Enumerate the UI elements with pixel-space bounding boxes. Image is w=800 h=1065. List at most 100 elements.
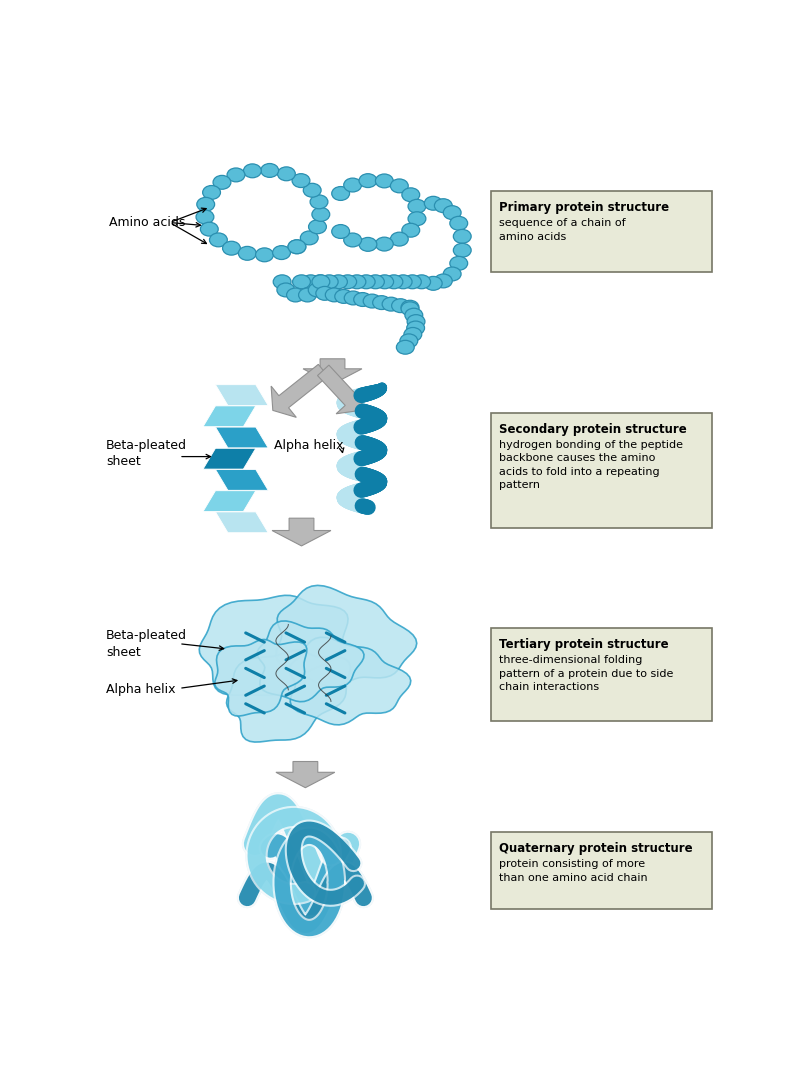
Polygon shape: [203, 406, 256, 427]
Polygon shape: [215, 470, 268, 490]
Ellipse shape: [375, 174, 394, 187]
Ellipse shape: [424, 196, 442, 210]
Ellipse shape: [348, 275, 366, 289]
Ellipse shape: [402, 187, 420, 201]
FancyBboxPatch shape: [491, 833, 712, 910]
Ellipse shape: [326, 288, 343, 301]
Text: Beta-pleated: Beta-pleated: [106, 439, 187, 453]
Ellipse shape: [288, 240, 306, 253]
Ellipse shape: [338, 275, 357, 289]
Text: hydrogen bonding of the peptide
backbone causes the amino
acids to fold into a r: hydrogen bonding of the peptide backbone…: [499, 440, 683, 491]
Ellipse shape: [293, 275, 310, 289]
Polygon shape: [272, 519, 331, 546]
Polygon shape: [258, 621, 364, 702]
Ellipse shape: [238, 246, 256, 260]
Ellipse shape: [332, 186, 350, 200]
Polygon shape: [271, 364, 328, 417]
Text: sheet: sheet: [106, 455, 141, 468]
Ellipse shape: [354, 293, 371, 307]
Ellipse shape: [222, 242, 240, 256]
Ellipse shape: [344, 233, 362, 247]
Ellipse shape: [382, 297, 400, 311]
FancyBboxPatch shape: [491, 192, 712, 273]
Ellipse shape: [227, 168, 245, 182]
Ellipse shape: [375, 237, 394, 251]
Ellipse shape: [316, 286, 334, 300]
Ellipse shape: [450, 216, 468, 230]
Ellipse shape: [363, 294, 381, 308]
Text: Amino acids: Amino acids: [110, 216, 186, 229]
Ellipse shape: [408, 199, 426, 213]
Polygon shape: [203, 448, 256, 469]
Ellipse shape: [454, 229, 471, 243]
Text: Quaternary protein structure: Quaternary protein structure: [499, 842, 693, 855]
Ellipse shape: [443, 206, 461, 219]
Ellipse shape: [243, 164, 262, 178]
Text: Beta-pleated: Beta-pleated: [106, 629, 187, 642]
Text: sequence of a chain of
amino acids: sequence of a chain of amino acids: [499, 218, 626, 242]
Ellipse shape: [277, 283, 294, 297]
Ellipse shape: [400, 334, 418, 348]
Ellipse shape: [274, 275, 291, 289]
Ellipse shape: [320, 275, 338, 289]
Ellipse shape: [396, 341, 414, 355]
Ellipse shape: [308, 283, 326, 297]
Text: Alpha helix: Alpha helix: [274, 439, 344, 453]
Ellipse shape: [273, 246, 290, 260]
Ellipse shape: [390, 232, 408, 246]
Polygon shape: [199, 595, 348, 695]
FancyBboxPatch shape: [491, 628, 712, 721]
Ellipse shape: [309, 219, 326, 233]
Ellipse shape: [255, 248, 274, 262]
Ellipse shape: [332, 225, 350, 239]
Ellipse shape: [406, 321, 425, 334]
Polygon shape: [290, 637, 410, 725]
Ellipse shape: [292, 174, 310, 187]
Ellipse shape: [408, 212, 426, 226]
Ellipse shape: [312, 275, 330, 289]
Ellipse shape: [213, 176, 231, 190]
Polygon shape: [215, 384, 268, 406]
Ellipse shape: [401, 301, 419, 315]
Ellipse shape: [434, 199, 452, 213]
Ellipse shape: [434, 274, 452, 288]
Ellipse shape: [373, 296, 390, 310]
Ellipse shape: [385, 275, 403, 289]
Ellipse shape: [402, 224, 420, 237]
Ellipse shape: [311, 275, 329, 289]
Ellipse shape: [302, 275, 320, 289]
Ellipse shape: [288, 240, 306, 253]
Ellipse shape: [407, 314, 425, 328]
Ellipse shape: [359, 237, 377, 251]
Ellipse shape: [454, 243, 471, 257]
Polygon shape: [318, 365, 366, 414]
Ellipse shape: [404, 327, 422, 342]
Polygon shape: [215, 639, 307, 716]
Ellipse shape: [334, 290, 353, 304]
Ellipse shape: [210, 233, 227, 247]
Ellipse shape: [405, 308, 422, 322]
Ellipse shape: [312, 208, 330, 222]
Text: Primary protein structure: Primary protein structure: [499, 201, 670, 214]
Polygon shape: [276, 761, 335, 788]
Polygon shape: [276, 586, 417, 686]
Ellipse shape: [450, 257, 468, 271]
Ellipse shape: [303, 183, 321, 197]
Ellipse shape: [330, 275, 347, 289]
Ellipse shape: [300, 231, 318, 245]
Ellipse shape: [390, 179, 408, 193]
Ellipse shape: [394, 275, 412, 289]
Ellipse shape: [401, 300, 419, 314]
Ellipse shape: [358, 275, 375, 289]
Ellipse shape: [200, 223, 218, 236]
Text: Alpha helix: Alpha helix: [106, 684, 176, 697]
Ellipse shape: [366, 275, 384, 289]
Ellipse shape: [344, 178, 362, 192]
Ellipse shape: [286, 288, 305, 301]
Ellipse shape: [202, 185, 221, 199]
FancyBboxPatch shape: [491, 413, 712, 528]
Ellipse shape: [359, 174, 377, 187]
Ellipse shape: [310, 195, 328, 209]
Text: three-dimensional folding
pattern of a protein due to side
chain interactions: three-dimensional folding pattern of a p…: [499, 655, 674, 692]
Ellipse shape: [424, 277, 442, 291]
